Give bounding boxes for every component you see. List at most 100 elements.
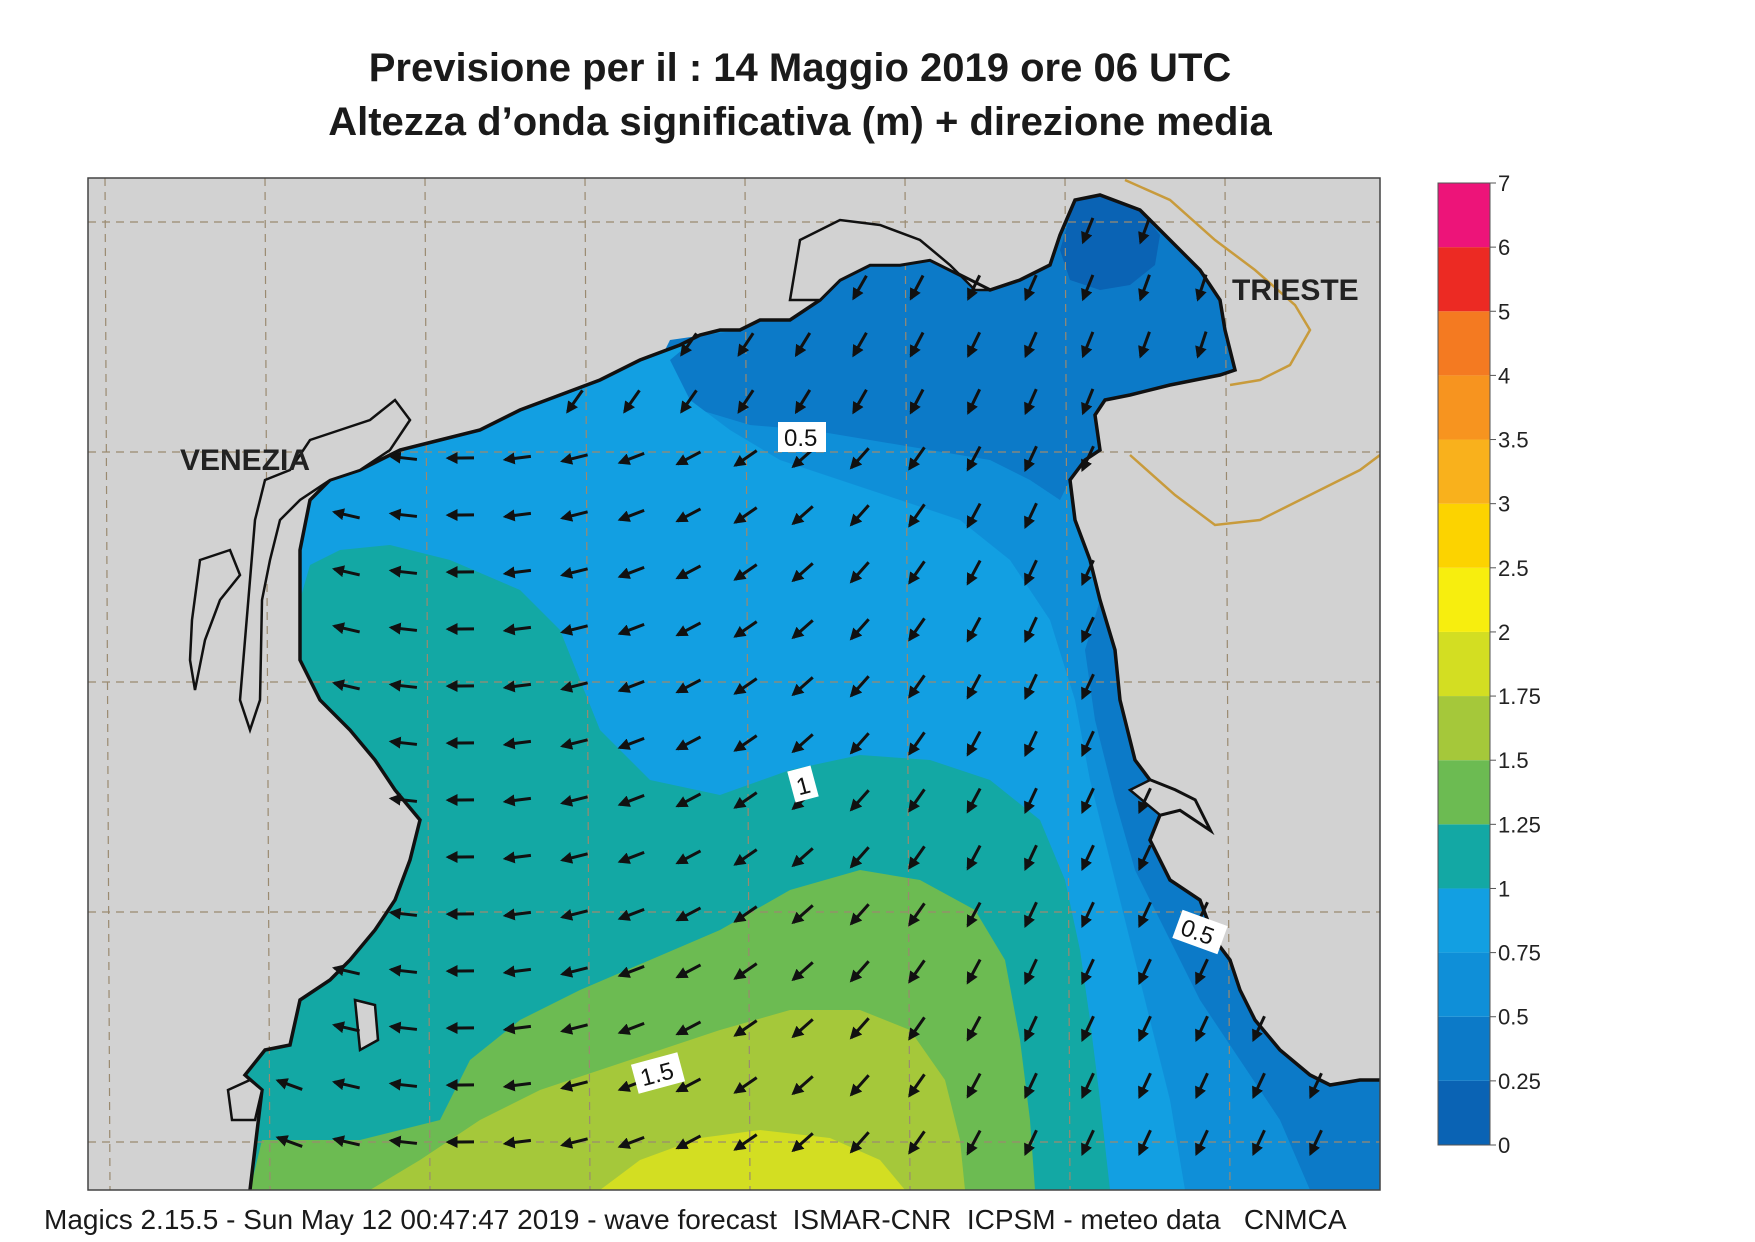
wave-direction-arrow	[1081, 616, 1095, 643]
wave-direction-arrow	[966, 1015, 982, 1042]
wave-direction-arrow	[1024, 1129, 1038, 1156]
legend-swatch	[1438, 1016, 1490, 1081]
wave-direction-arrow	[332, 679, 360, 692]
wave-direction-arrow	[908, 1130, 926, 1155]
wave-direction-arrow	[675, 849, 702, 865]
wave-direction-arrow	[675, 1020, 702, 1036]
wave-direction-arrow	[791, 676, 814, 697]
direction-arrows	[275, 217, 1323, 1156]
wave-direction-arrow	[791, 1132, 814, 1153]
wave-direction-arrow	[1081, 787, 1095, 814]
legend-label: 4	[1498, 363, 1510, 388]
wave-direction-arrow	[849, 1074, 870, 1097]
legend-label: 0.5	[1498, 1005, 1529, 1030]
wave-direction-arrow	[1024, 730, 1038, 757]
wave-direction-arrow	[966, 616, 982, 643]
wave-direction-arrow	[1024, 787, 1038, 814]
legend-swatch	[1438, 375, 1490, 440]
legend-swatch	[1438, 1080, 1490, 1145]
wave-direction-arrow	[388, 907, 418, 920]
wave-direction-arrow	[733, 563, 758, 581]
wave-direction-arrow	[966, 1072, 982, 1099]
wave-direction-arrow	[560, 510, 588, 522]
wave-direction-arrow	[909, 388, 925, 415]
wave-direction-arrow	[966, 844, 982, 871]
wave-direction-arrow	[791, 619, 814, 640]
wave-direction-arrow	[617, 907, 645, 921]
wave-direction-arrow	[388, 793, 418, 806]
wave-direction-arrow	[1081, 388, 1095, 416]
wave-direction-arrow	[332, 508, 360, 521]
wave-direction-arrow	[733, 1019, 758, 1037]
wave-direction-arrow	[502, 623, 532, 636]
wave-direction-arrow	[388, 1078, 418, 1091]
wave-direction-arrow	[560, 738, 588, 750]
wave-direction-arrow	[1081, 673, 1095, 700]
wave-direction-arrow	[680, 332, 698, 357]
wave-direction-arrow	[966, 1129, 982, 1156]
wave-direction-arrow	[1081, 445, 1095, 472]
legend-label: 2.5	[1498, 556, 1529, 581]
band-0-25	[1060, 195, 1160, 290]
wave-direction-arrow	[849, 732, 870, 755]
footer-credits: Magics 2.15.5 - Sun May 12 00:47:47 2019…	[44, 1204, 1347, 1235]
wave-direction-arrow	[966, 730, 982, 757]
wave-direction-arrow	[680, 389, 698, 414]
wave-direction-arrow	[1138, 1015, 1152, 1042]
wave-direction-arrow	[966, 274, 982, 301]
wave-direction-arrow	[1138, 901, 1152, 928]
wave-direction-arrow	[1081, 844, 1095, 871]
wave-direction-arrow	[908, 674, 926, 699]
wave-direction-arrow	[502, 1022, 532, 1035]
legend-frame	[1437, 182, 1491, 1146]
legend-swatch	[1438, 760, 1490, 825]
wave-direction-arrow	[1081, 901, 1095, 928]
title-line-2: Altezza d’onda significativa (m) + direz…	[328, 100, 1272, 144]
wave-direction-arrow	[388, 451, 418, 464]
wave-direction-arrow	[1138, 274, 1151, 302]
wave-direction-arrow	[502, 452, 532, 465]
wave-direction-arrow	[908, 1073, 926, 1098]
wave-direction-arrow	[1024, 901, 1038, 928]
wave-direction-arrow	[502, 566, 532, 579]
wave-direction-arrow	[1024, 616, 1038, 643]
wave-direction-arrow	[332, 964, 360, 977]
wave-direction-arrow	[388, 1021, 418, 1034]
wave-direction-arrow	[617, 565, 645, 579]
wave-direction-arrow	[675, 678, 702, 694]
wave-direction-arrow	[560, 1137, 588, 1149]
wave-direction-arrow	[560, 1080, 588, 1092]
wave-direction-arrow	[1024, 1072, 1038, 1099]
wave-direction-arrow	[1081, 274, 1095, 302]
wave-direction-arrow	[1138, 331, 1151, 359]
wave-direction-arrow	[1024, 958, 1038, 985]
band-2	[600, 1130, 905, 1190]
wave-direction-arrow	[1081, 217, 1095, 245]
wave-direction-arrow	[849, 561, 870, 584]
wave-direction-arrow	[849, 504, 870, 527]
wave-direction-arrow	[675, 735, 702, 751]
wave-direction-arrow	[849, 960, 870, 983]
wave-direction-arrow	[1138, 844, 1152, 871]
legend-label: 7	[1498, 171, 1510, 196]
legend-swatch	[1438, 439, 1490, 504]
wave-direction-arrow	[675, 963, 702, 979]
wave-direction-arrow	[1195, 274, 1208, 302]
wave-direction-arrow	[502, 851, 532, 864]
wave-direction-arrow	[791, 505, 814, 526]
wave-direction-arrow	[733, 734, 758, 752]
wave-direction-arrow	[791, 733, 814, 754]
wave-direction-arrow	[617, 451, 645, 465]
wave-direction-arrow	[1195, 1015, 1209, 1042]
wave-direction-arrow	[275, 1078, 303, 1091]
wave-direction-arrow	[849, 903, 870, 926]
wave-direction-arrow	[1081, 331, 1095, 359]
city-label-trieste: TRIESTE	[1232, 274, 1359, 307]
wave-direction-arrow	[733, 677, 758, 695]
legend-swatch	[1438, 824, 1490, 889]
wave-direction-arrow	[560, 909, 588, 921]
wave-direction-arrow	[502, 908, 532, 921]
wave-direction-arrow	[908, 503, 926, 528]
wave-direction-arrow	[909, 331, 925, 358]
wave-direction-arrow	[1252, 1129, 1266, 1156]
